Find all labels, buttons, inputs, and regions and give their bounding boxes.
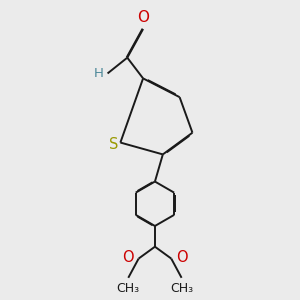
Text: H: H	[94, 67, 104, 80]
Text: O: O	[123, 250, 134, 265]
Text: O: O	[137, 11, 149, 26]
Text: O: O	[176, 250, 187, 265]
Text: CH₃: CH₃	[117, 282, 140, 295]
Text: CH₃: CH₃	[170, 282, 193, 295]
Text: S: S	[109, 136, 119, 152]
